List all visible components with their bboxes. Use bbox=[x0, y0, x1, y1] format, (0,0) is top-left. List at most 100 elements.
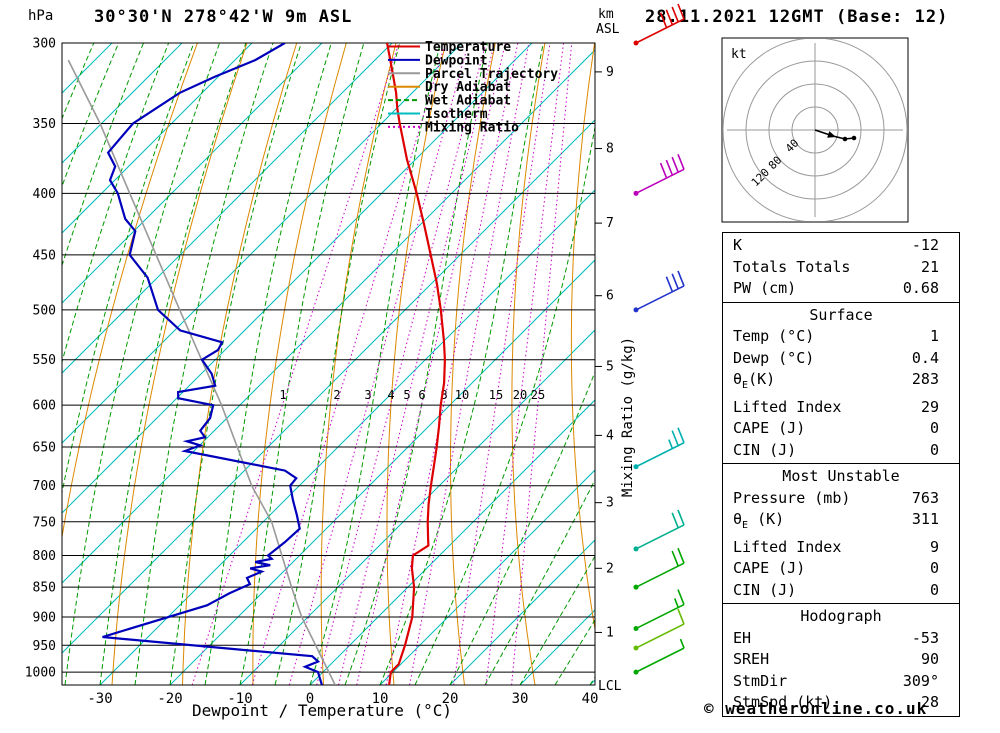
wind-barb-feather bbox=[671, 550, 679, 567]
stat-label: StmSpd (kt) bbox=[733, 693, 833, 711]
mixing-ratio-value-label: 4 bbox=[387, 388, 394, 402]
stat-value: 0 bbox=[929, 419, 939, 437]
pressure-tick-labels: 300 350 400 450 500 550 600 650 700 750 800 850 900 9… bbox=[25, 37, 56, 681]
isotherm-line bbox=[62, 43, 393, 374]
wet-adiabat-line bbox=[309, 43, 441, 685]
isotherm-line bbox=[62, 43, 113, 94]
mixing-ratio-value-label: 1 bbox=[279, 388, 286, 402]
wind-barb-feather bbox=[659, 12, 668, 29]
stat-row: Temp (°C) 1 bbox=[723, 326, 959, 348]
wind-barb-half-feather bbox=[673, 598, 679, 608]
pressure-tick-label: 350 bbox=[33, 117, 56, 132]
wind-barb-staff bbox=[635, 18, 685, 44]
pressure-tick-label: 1000 bbox=[25, 666, 56, 681]
station-title: 30°30'N 278°42'W 9m ASL bbox=[94, 7, 353, 27]
pressure-tick-label: 800 bbox=[33, 549, 56, 564]
altitude-tick-label: 9 bbox=[606, 65, 614, 80]
temperature-tick-label: -30 bbox=[87, 691, 112, 707]
stat-value: 763 bbox=[911, 488, 939, 507]
mixing-ratio-line bbox=[409, 43, 530, 685]
mixing-ratio-line bbox=[511, 43, 573, 685]
mixing-ratio-value-label: 5 bbox=[403, 388, 410, 402]
mixing-ratio-line bbox=[338, 43, 495, 685]
pressure-tick-label: 750 bbox=[33, 515, 56, 530]
temperature-tick-label: 10 bbox=[372, 691, 389, 707]
stat-label: CIN (J) bbox=[733, 440, 797, 459]
isotherm-line bbox=[62, 119, 595, 654]
wind-barb bbox=[633, 547, 685, 590]
stat-value: -12 bbox=[911, 236, 939, 254]
altitude-tick-label: 3 bbox=[606, 496, 614, 511]
stat-row: PW (cm) 0.68 bbox=[723, 278, 959, 300]
panel-section: Surface Temp (°C) 1 Dewp (°C) 0.4 θE(K) 283 Lif… bbox=[723, 301, 959, 464]
hodograph-unit-label: kt bbox=[731, 47, 747, 62]
wind-barb-feather bbox=[671, 273, 679, 290]
dry-adiabat-line bbox=[182, 43, 298, 685]
wind-barb-feather bbox=[677, 509, 685, 526]
wind-barb-feather bbox=[665, 276, 674, 293]
hodograph-ring bbox=[791, 106, 839, 154]
hodograph-trace bbox=[814, 129, 855, 140]
dry-adiabat-line bbox=[111, 43, 248, 685]
temperature-tick-label: 30 bbox=[512, 691, 529, 707]
pressure-tick-label: 650 bbox=[33, 441, 56, 456]
wind-barb-column bbox=[633, 3, 685, 675]
mixing-ratio-value-label: 10 bbox=[455, 388, 469, 402]
wind-barb-staff bbox=[635, 603, 685, 630]
wet-adiabat-lines bbox=[62, 43, 595, 685]
wet-adiabat-line bbox=[169, 43, 302, 685]
lcl-label: LCL bbox=[598, 679, 622, 694]
wet-adiabat-line bbox=[62, 43, 144, 267]
stat-row: SREH 90 bbox=[723, 649, 959, 671]
isotherm-line bbox=[379, 469, 595, 685]
stat-label: EH bbox=[733, 628, 752, 647]
altitude-axis-unit-asl-label: ASL bbox=[596, 22, 620, 37]
wind-barb-feather bbox=[677, 608, 685, 625]
wind-barb-staff bbox=[635, 524, 685, 550]
plot-frame bbox=[61, 42, 596, 686]
dry-adiabat-line bbox=[992, 43, 1000, 685]
altitude-tick-label: 7 bbox=[606, 216, 614, 231]
legend-label: Wet Adiabat bbox=[425, 94, 511, 109]
pressure-tick-label: 550 bbox=[33, 353, 56, 368]
wind-barb bbox=[633, 270, 685, 313]
wind-barb-feather bbox=[665, 159, 674, 176]
wind-barb-feather bbox=[671, 512, 679, 529]
stat-row: Totals Totals 21 bbox=[723, 257, 959, 279]
stat-label: Temp (°C) bbox=[733, 327, 815, 345]
altitude-tick-label: 4 bbox=[606, 428, 614, 443]
mixing-ratio-value-label: 25 bbox=[531, 388, 545, 402]
mixing-ratio-line bbox=[288, 43, 469, 685]
pressure-tick-label: 500 bbox=[33, 303, 56, 318]
wet-adiabat-line bbox=[62, 43, 170, 364]
isotherm-lines bbox=[62, 43, 595, 685]
sounding-curves bbox=[67, 43, 447, 685]
stat-row: CIN (J) 0 bbox=[723, 440, 959, 462]
legend-label: Parcel Trajectory bbox=[425, 67, 558, 82]
isotherm-line bbox=[62, 49, 595, 584]
stat-value: 0 bbox=[929, 440, 939, 459]
isotherm-line bbox=[62, 43, 253, 234]
wind-barb-staff bbox=[635, 623, 685, 649]
stat-row: θE(K) 283 bbox=[723, 369, 959, 397]
stat-label: CAPE (J) bbox=[733, 419, 806, 437]
parcel-trajectory-curve bbox=[67, 59, 336, 685]
stat-label: CIN (J) bbox=[733, 580, 797, 599]
pressure-tick-label: 850 bbox=[33, 581, 56, 596]
wind-barb bbox=[633, 154, 685, 196]
temperature-tick-label: 40 bbox=[582, 691, 599, 707]
legend-label: Temperature bbox=[425, 40, 511, 55]
dry-adiabat-line bbox=[386, 43, 447, 685]
stat-value: 309° bbox=[902, 671, 939, 690]
wet-adiabat-line bbox=[449, 370, 595, 685]
mixing-ratio-axis-label: Mixing Ratio (g/kg) bbox=[620, 337, 636, 497]
mixing-ratio-value-label: 2 bbox=[333, 388, 340, 402]
mixing-ratio-line bbox=[191, 43, 400, 685]
wind-barb-feather bbox=[671, 430, 679, 446]
mixing-ratio-line bbox=[453, 43, 551, 685]
wind-barb-feather bbox=[677, 589, 685, 605]
wet-adiabat-line bbox=[239, 43, 365, 685]
pressure-tick-label: 600 bbox=[33, 399, 56, 414]
wind-barb-half-feather bbox=[679, 638, 685, 649]
